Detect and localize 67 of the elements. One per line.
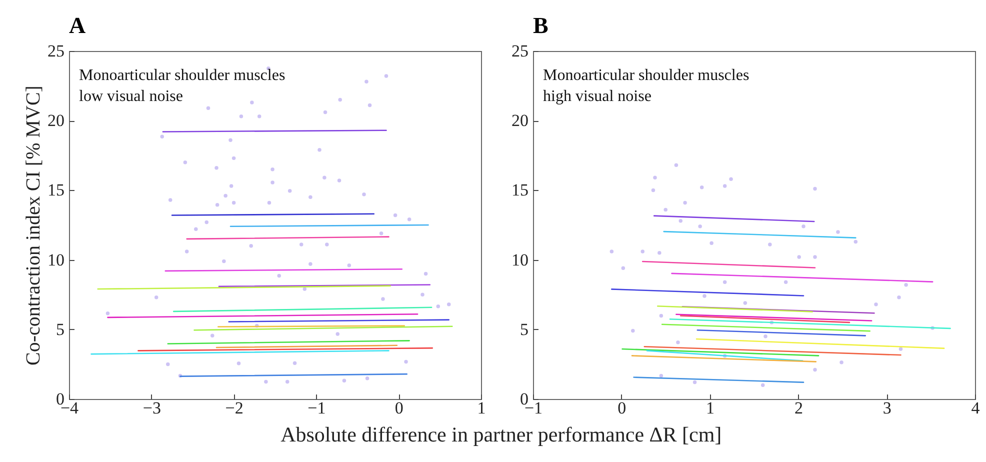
point — [764, 334, 768, 338]
point — [621, 266, 626, 270]
point — [760, 383, 765, 387]
point — [698, 224, 702, 228]
point — [874, 302, 878, 306]
point — [797, 255, 801, 259]
y-tick-label: 15 — [512, 180, 528, 200]
point — [659, 314, 664, 318]
point — [640, 250, 644, 254]
chart-title: B — [533, 13, 548, 38]
point — [813, 186, 817, 191]
y-tick-label: 5 — [56, 320, 64, 339]
x-axis-title: Absolute difference in partner performance ΔR [cm] — [280, 422, 722, 446]
chart-title: A — [69, 13, 86, 38]
point — [813, 255, 817, 259]
point — [897, 296, 901, 300]
point — [664, 208, 668, 212]
point — [840, 360, 844, 364]
x-tick-label: 3 — [882, 398, 892, 418]
y-tick-label: 15 — [48, 180, 64, 200]
y-tick-label: 20 — [512, 111, 528, 130]
x-tick-label: 1 — [477, 398, 486, 418]
x-tick-label: 0 — [394, 398, 404, 418]
point — [702, 294, 706, 298]
point — [676, 340, 680, 344]
point — [898, 347, 903, 351]
x-tick-label: 2 — [794, 398, 803, 418]
y-axis-title: Co-contraction index CI [% MVC] — [22, 86, 44, 366]
point — [854, 240, 858, 244]
point — [683, 200, 687, 205]
point — [674, 163, 678, 168]
annotation: Monoarticular shoulder muscles — [543, 67, 750, 84]
y-tick-label: 10 — [512, 250, 528, 270]
point — [700, 186, 704, 190]
x-tick-label: −3 — [142, 398, 161, 418]
point — [743, 301, 748, 305]
point — [651, 188, 656, 192]
y-tick-label: 25 — [512, 42, 528, 60]
y-tick-label: 10 — [48, 250, 64, 270]
point — [768, 242, 772, 246]
point — [659, 374, 664, 378]
point — [722, 184, 727, 188]
point — [710, 241, 714, 245]
point — [678, 218, 682, 223]
annotation: high visual noise — [543, 88, 652, 105]
x-tick-label: 4 — [971, 398, 980, 418]
x-tick-label: −2 — [225, 398, 244, 418]
point — [658, 250, 662, 255]
point — [904, 282, 908, 287]
point — [836, 230, 840, 234]
y-tick-label: 20 — [48, 111, 64, 130]
point — [610, 250, 614, 254]
y-tick-label: 5 — [520, 320, 528, 339]
point — [813, 368, 817, 372]
point — [729, 177, 733, 181]
point — [631, 328, 635, 333]
point — [784, 280, 788, 284]
point — [653, 176, 657, 180]
point — [692, 380, 697, 384]
point — [802, 224, 806, 228]
x-tick-label: 1 — [706, 398, 715, 418]
annotation: Monoarticular shoulder muscles — [79, 67, 286, 84]
x-tick-label: −1 — [308, 398, 326, 418]
x-tick-label: 0 — [618, 398, 626, 418]
annotation: low visual noise — [79, 88, 183, 105]
point — [722, 280, 727, 284]
y-tick-label: 25 — [48, 42, 64, 60]
